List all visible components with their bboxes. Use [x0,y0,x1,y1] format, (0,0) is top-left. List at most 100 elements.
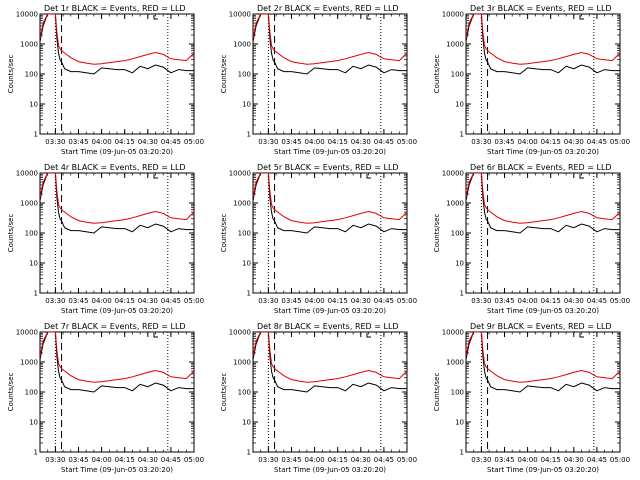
x-tick-label: 04:30 [564,456,584,464]
x-tick-label: 04:15 [541,138,561,146]
x-tick-label: 04:15 [115,138,135,146]
series-line-events [40,173,194,234]
x-tick-label: 03:45 [68,138,88,146]
x-tick-label: 04:45 [587,456,607,464]
x-tick-label: 05:00 [610,138,630,146]
y-tick-label: 1000 [20,41,38,49]
x-tick-label: 04:30 [351,297,371,305]
x-tick-label: 04:15 [328,297,348,305]
panel-title: Det 8r BLACK = Events, RED = LLD [257,322,399,331]
y-tick-label: 1 [34,131,38,139]
x-tick-label: 04:00 [305,297,325,305]
corner-bracket [366,15,371,20]
y-tick-label: 10000 [442,11,464,19]
series-line-events [466,332,620,393]
series-line-lld [466,14,620,65]
plot-frame [465,172,621,294]
x-tick-label: 04:15 [541,297,561,305]
series-line-lld [253,332,407,383]
y-tick-label: 10000 [442,329,464,337]
y-tick-label: 1 [34,449,38,457]
corner-bracket [579,333,584,338]
x-tick-label: 03:30 [45,297,65,305]
series-line-lld [253,173,407,224]
y-tick-label: 10 [455,260,464,268]
y-axis-label: Counts/sec [7,214,15,253]
x-tick-label: 03:45 [68,297,88,305]
x-tick-label: 04:15 [115,297,135,305]
x-tick-label: 04:15 [541,456,561,464]
y-tick-label: 1000 [446,41,464,49]
series-line-lld [466,332,620,383]
y-tick-label: 10000 [229,170,251,178]
y-axis-label: Counts/sec [433,55,441,94]
y-tick-label: 10 [455,419,464,427]
x-tick-label: 03:45 [494,297,514,305]
series-line-lld [40,14,194,65]
series-line-lld [40,332,194,383]
x-tick-label: 03:45 [281,138,301,146]
y-tick-label: 1 [34,290,38,298]
series-line-events [253,173,407,234]
plot-frame [252,331,408,453]
x-axis-label: Start Time (09-Jun-05 03:20:20) [487,307,599,315]
y-axis-label: Counts/sec [220,373,228,412]
x-tick-label: 04:45 [374,456,394,464]
y-tick-label: 1000 [20,200,38,208]
y-tick-label: 1000 [233,200,251,208]
x-tick-label: 04:00 [92,456,112,464]
x-tick-label: 05:00 [184,456,204,464]
y-tick-label: 1000 [233,359,251,367]
x-tick-label: 04:00 [92,138,112,146]
y-tick-label: 1000 [446,200,464,208]
y-tick-label: 10 [242,260,251,268]
x-tick-label: 03:45 [281,456,301,464]
series-line-events [40,332,194,393]
series-line-events [253,14,407,75]
y-tick-label: 10000 [229,329,251,337]
panel-title: Det 3r BLACK = Events, RED = LLD [470,4,612,13]
corner-bracket [579,174,584,179]
corner-bracket [579,15,584,20]
plot-frame [252,13,408,135]
panel-title: Det 1r BLACK = Events, RED = LLD [44,4,186,13]
y-tick-label: 1 [247,131,251,139]
x-tick-label: 04:15 [328,456,348,464]
panel-9: Det 9r BLACK = Events, RED = LLD 1 10 100 10… [433,322,630,474]
x-tick-label: 04:15 [328,138,348,146]
series-line-lld [40,173,194,224]
series-line-lld [466,173,620,224]
series-line-lld [253,14,407,65]
y-tick-label: 10 [29,260,38,268]
y-tick-label: 1 [247,449,251,457]
x-tick-label: 04:45 [374,138,394,146]
x-axis-label: Start Time (09-Jun-05 03:20:20) [274,148,386,156]
panel-7: Det 7r BLACK = Events, RED = LLD 1 10 100 10… [7,322,204,474]
y-tick-label: 100 [451,71,464,79]
x-tick-label: 04:45 [374,297,394,305]
y-tick-label: 100 [238,230,251,238]
y-tick-label: 10000 [442,170,464,178]
panel-2: Det 2r BLACK = Events, RED = LLD 1 10 100 10… [220,4,417,156]
x-tick-label: 03:30 [258,297,278,305]
x-tick-label: 03:45 [494,456,514,464]
panel-4: Det 4r BLACK = Events, RED = LLD 1 10 100 10… [7,163,204,315]
x-tick-label: 03:30 [471,297,491,305]
y-tick-label: 10000 [229,11,251,19]
x-axis-label: Start Time (09-Jun-05 03:20:20) [61,466,173,474]
panel-title: Det 6r BLACK = Events, RED = LLD [470,163,612,172]
x-tick-label: 04:30 [564,297,584,305]
series-line-events [253,332,407,393]
y-axis-label: Counts/sec [220,214,228,253]
y-tick-label: 10000 [16,170,38,178]
y-tick-label: 10 [29,419,38,427]
y-tick-label: 1 [460,290,464,298]
x-axis-label: Start Time (09-Jun-05 03:20:20) [61,148,173,156]
x-tick-label: 05:00 [397,297,417,305]
series-line-events [40,14,194,75]
plot-frame [465,13,621,135]
x-tick-label: 03:30 [471,138,491,146]
y-axis-label: Counts/sec [7,55,15,94]
x-tick-label: 03:45 [494,138,514,146]
